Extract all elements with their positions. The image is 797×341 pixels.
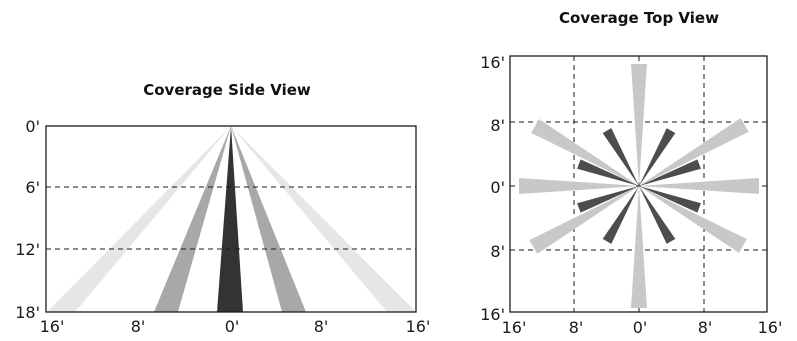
- beam-outer-left: [47, 126, 231, 312]
- side-y-tick: 0': [25, 117, 40, 136]
- beam-outer-right: [231, 126, 416, 312]
- top-y-tick: 0': [490, 178, 505, 197]
- beam-long: [639, 186, 747, 253]
- side-view-frame: [45, 125, 417, 313]
- side-x-tick: 8': [131, 317, 146, 336]
- beam-short: [639, 128, 676, 186]
- top-view-title: Coverage Top View: [559, 9, 719, 27]
- side-view-beams: [47, 126, 416, 312]
- beam-short: [639, 159, 701, 186]
- beam-short: [602, 128, 639, 186]
- beam-short: [602, 186, 639, 244]
- top-x-tick: 16': [758, 318, 783, 337]
- top-y-tick: 16': [480, 305, 505, 324]
- top-x-tick: 8': [698, 318, 713, 337]
- top-y-tick: 8': [490, 242, 505, 261]
- top-x-tick: 8': [569, 318, 584, 337]
- top-x-tick: 16': [502, 318, 527, 337]
- beam-long: [631, 186, 647, 308]
- side-x-tick: 0': [225, 317, 240, 336]
- beam-short: [577, 186, 639, 213]
- beam-long: [531, 119, 639, 186]
- beam-long: [639, 118, 749, 186]
- beam-mid-left: [154, 126, 231, 312]
- side-y-tick: 18': [15, 303, 40, 322]
- beam-long: [529, 186, 639, 254]
- beam-long: [519, 178, 639, 194]
- beam-center: [217, 126, 243, 312]
- side-y-tick: 12': [15, 240, 40, 259]
- top-x-tick: 0': [633, 318, 648, 337]
- beam-short: [577, 159, 639, 186]
- beam-mid-right: [231, 126, 306, 312]
- top-view-beams: [519, 64, 759, 308]
- side-x-tick: 8': [314, 317, 329, 336]
- beam-long: [631, 64, 647, 186]
- top-y-tick: 16': [480, 53, 505, 72]
- side-view-panel: Coverage Side View 0' 6' 12' 18' 16' 8' …: [15, 81, 430, 336]
- top-view-panel: Coverage Top View 16' 8' 0' 8' 16' 16' 8…: [480, 9, 782, 337]
- side-y-tick: 6': [25, 178, 40, 197]
- top-y-tick: 8': [490, 116, 505, 135]
- beam-short: [639, 186, 701, 213]
- beam-long: [639, 178, 759, 194]
- top-view-frame: [509, 55, 768, 313]
- side-view-title: Coverage Side View: [143, 81, 311, 99]
- side-x-tick: 16': [406, 317, 431, 336]
- side-x-tick: 16': [40, 317, 65, 336]
- beam-short: [639, 186, 676, 244]
